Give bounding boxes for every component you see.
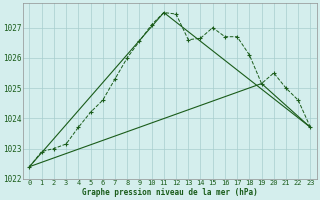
X-axis label: Graphe pression niveau de la mer (hPa): Graphe pression niveau de la mer (hPa) (82, 188, 258, 197)
